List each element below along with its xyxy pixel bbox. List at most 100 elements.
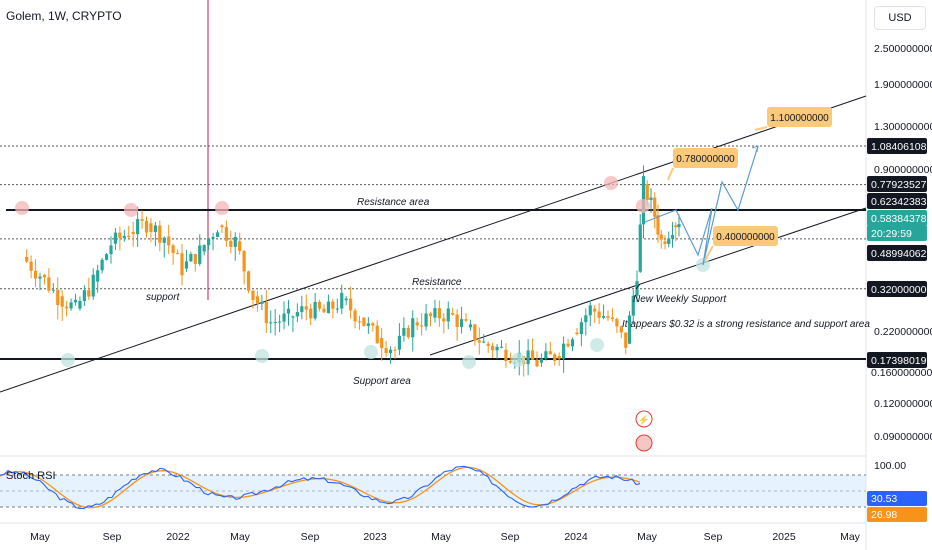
- candles: [25, 165, 681, 377]
- candle-body: [486, 343, 490, 346]
- candle-body: [455, 314, 459, 328]
- candle-body: [56, 289, 60, 306]
- price-tag-bg: [867, 210, 927, 226]
- candle-body: [588, 305, 592, 316]
- candle-body: [255, 296, 260, 304]
- price-tag: 0.489940623: [867, 245, 932, 261]
- price-tag-label: 0.160000000: [871, 367, 932, 379]
- candle-body: [353, 310, 357, 322]
- candle-body: [29, 261, 33, 271]
- candle-body: [667, 238, 671, 244]
- price-tag-bg: [867, 281, 927, 297]
- rsi-tick-label: 100.00: [874, 460, 906, 472]
- candle-body: [158, 225, 162, 243]
- annotation-resistance: Resistance: [412, 277, 462, 288]
- candle-body: [579, 322, 583, 335]
- candle-body: [140, 219, 144, 221]
- candle-body: [526, 350, 530, 365]
- callout-target-0-40: 0.400000000: [704, 226, 778, 261]
- candle-body: [65, 306, 69, 309]
- candle-body: [300, 306, 304, 313]
- time-tick-label: Sep: [103, 531, 122, 543]
- candle-body: [131, 231, 135, 235]
- candle-body: [349, 298, 353, 311]
- callout-label: 0.400000000: [716, 232, 775, 243]
- candle-body: [663, 241, 667, 244]
- candle-body: [615, 318, 619, 327]
- candle-body: [627, 315, 632, 344]
- candle-body: [548, 351, 552, 355]
- price-tag-label: 0.583843783: [871, 213, 932, 225]
- candle-body: [136, 219, 140, 235]
- candle-body: [215, 232, 220, 238]
- candle-body: [286, 308, 291, 314]
- candle-body: [47, 277, 51, 291]
- candle-body: [544, 351, 548, 359]
- pivot-high-marker: [215, 201, 229, 215]
- price-tag-bg: [867, 225, 927, 241]
- candle-body: [566, 343, 570, 347]
- candle-body: [624, 332, 628, 348]
- candle-body: [366, 323, 370, 326]
- candle-body: [153, 225, 157, 233]
- candle-body: [570, 339, 575, 347]
- candle-body: [144, 220, 149, 233]
- candle-body: [384, 348, 388, 354]
- candle-body: [433, 308, 437, 318]
- candle-body: [113, 232, 118, 244]
- candle-body: [674, 225, 678, 228]
- callout-target-0-78: 0.780000000: [667, 148, 738, 181]
- candle-body: [118, 232, 122, 238]
- candle-body: [557, 356, 561, 359]
- price-axis-panel: [866, 0, 932, 550]
- candle-body: [51, 289, 55, 291]
- callout-pointer: [667, 167, 674, 181]
- pivot-low-marker: [590, 338, 604, 352]
- callout-box: [767, 107, 832, 127]
- candle-body: [606, 316, 610, 318]
- price-tag: 0.779235271: [867, 176, 932, 192]
- candle-body: [291, 316, 295, 318]
- candle-body: [371, 323, 375, 326]
- callout-target-1-10: 1.100000000: [754, 107, 832, 131]
- candle-body: [60, 296, 64, 307]
- pivot-low-marker: [462, 355, 476, 369]
- candle-body: [575, 332, 579, 335]
- pivot-high-marker: [636, 199, 650, 213]
- candle-body: [331, 301, 335, 309]
- candle-body: [375, 325, 379, 344]
- candle-body: [508, 361, 512, 363]
- candle-body: [420, 325, 424, 327]
- rsi-tag-bg: [867, 491, 927, 506]
- candle-body: [464, 319, 468, 321]
- candle-body: [162, 237, 166, 243]
- candle-body: [269, 322, 273, 324]
- pivot-high-marker: [15, 201, 29, 215]
- candle-body: [393, 349, 397, 351]
- candle-body: [167, 236, 171, 246]
- price-tag-label: 0.173980199: [871, 355, 932, 367]
- candle-body: [670, 235, 675, 239]
- candle-body: [246, 271, 251, 291]
- price-tag: 20:29:59: [867, 225, 927, 241]
- time-tick-label: May: [637, 531, 658, 543]
- candle-body: [362, 317, 366, 326]
- price-tag-bg: [867, 176, 927, 192]
- time-tick-label: 2022: [166, 531, 190, 543]
- price-tag: 0.623423833: [867, 193, 932, 209]
- candle-body: [597, 311, 601, 318]
- candle-body: [260, 301, 264, 304]
- candle-body: [233, 236, 237, 247]
- candle-body: [437, 308, 441, 319]
- currency-selector[interactable]: USD: [874, 6, 926, 30]
- price-tag-bg: [867, 245, 927, 261]
- callout-pointer: [704, 245, 714, 261]
- annotation-resistance-area: Resistance area: [357, 197, 430, 208]
- candle-body: [468, 324, 473, 328]
- candle-body: [326, 301, 331, 314]
- callout-label: 1.100000000: [770, 113, 829, 124]
- candle-body: [397, 335, 402, 350]
- candle-body: [504, 349, 508, 362]
- candle-body: [273, 321, 277, 323]
- time-tick-label: May: [230, 531, 251, 543]
